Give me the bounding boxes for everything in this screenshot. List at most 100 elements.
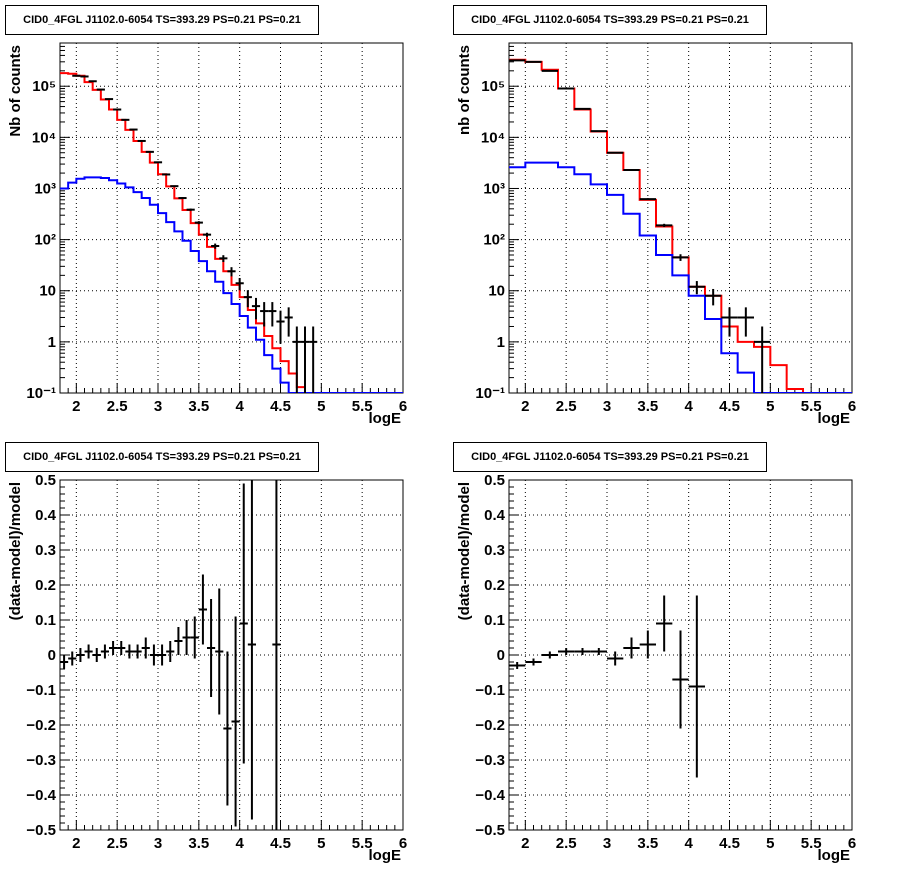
x-tick-label: 2.5 bbox=[107, 398, 128, 415]
data-point bbox=[558, 648, 575, 655]
data-point bbox=[737, 307, 754, 337]
data-point bbox=[260, 302, 269, 327]
x-tick-label: 5.5 bbox=[352, 835, 373, 852]
y-tick-label: 1 bbox=[497, 334, 505, 351]
data-point bbox=[243, 290, 252, 308]
x-tick-label: 2.5 bbox=[107, 835, 128, 852]
series-step-0 bbox=[60, 72, 403, 393]
y-axis-title: nb of counts bbox=[456, 45, 473, 135]
data-point bbox=[721, 307, 738, 337]
y-tick-label: 0.3 bbox=[484, 542, 505, 559]
y-tick-label: 1 bbox=[48, 334, 56, 351]
plot-frame bbox=[59, 42, 404, 394]
data-point bbox=[202, 232, 212, 237]
data-point bbox=[149, 644, 158, 666]
data-point bbox=[656, 223, 673, 228]
grid bbox=[509, 43, 852, 393]
data-point bbox=[170, 185, 179, 188]
y-tick-label: −0.2 bbox=[26, 717, 56, 734]
data-point bbox=[68, 651, 77, 666]
y-tick-label: −0.3 bbox=[475, 752, 505, 769]
data-point bbox=[211, 243, 220, 249]
y-tick-label: 0.5 bbox=[35, 472, 56, 489]
data-point bbox=[198, 574, 207, 645]
y-tick-label: 0.2 bbox=[484, 577, 505, 594]
data-point bbox=[656, 595, 673, 652]
x-axis-title: logE bbox=[369, 847, 402, 864]
y-tick-label: 10 bbox=[488, 283, 505, 300]
data-point bbox=[182, 620, 191, 655]
data-point bbox=[688, 281, 705, 295]
data-point bbox=[109, 641, 118, 655]
x-axis-title: logE bbox=[369, 410, 402, 427]
data-point bbox=[162, 173, 171, 176]
panel-title: CID0_4FGL J1102.0-6054 TS=393.29 PS=0.21… bbox=[5, 5, 319, 35]
y-tick-label: 0 bbox=[497, 647, 505, 664]
x-tick-label: 4 bbox=[684, 835, 693, 852]
x-axis-title: logE bbox=[818, 847, 851, 864]
data-point bbox=[186, 208, 195, 211]
data-point bbox=[276, 310, 285, 344]
y-tick-label: −0.2 bbox=[475, 717, 505, 734]
panel-title: CID0_4FGL J1102.0-6054 TS=393.29 PS=0.21… bbox=[5, 442, 319, 472]
y-tick-label: 0.5 bbox=[484, 472, 505, 489]
data-point bbox=[525, 658, 542, 666]
x-tick-label: 2 bbox=[521, 398, 529, 415]
series-step-1 bbox=[60, 176, 403, 393]
data-point bbox=[309, 326, 318, 393]
data-point bbox=[207, 599, 216, 697]
y-tick-label: 10⁴ bbox=[32, 129, 56, 146]
data-point bbox=[219, 255, 228, 263]
x-tick-label: 4 bbox=[235, 835, 244, 852]
y-axis-title: Nb of counts bbox=[7, 45, 24, 137]
data-point bbox=[190, 616, 199, 659]
data-point bbox=[623, 637, 640, 659]
data-point bbox=[284, 307, 293, 337]
data-point bbox=[133, 644, 142, 659]
x-tick-label: 5 bbox=[317, 398, 325, 415]
y-tick-label: 10² bbox=[483, 232, 505, 249]
x-tick-label: 4 bbox=[235, 398, 244, 415]
data-point bbox=[117, 641, 126, 655]
plot-frame bbox=[59, 479, 404, 831]
x-tick-label: 2 bbox=[72, 835, 80, 852]
y-tick-label: 10² bbox=[34, 232, 56, 249]
x-tick-label: 5.5 bbox=[801, 398, 822, 415]
chart-panel-3: 2 2.5 3 3.5 4 4.5 5 5.5 6 −0.5 −0.4 −0.3 −0.2 −0.1 0 0.… bbox=[456, 472, 856, 864]
data-point bbox=[300, 326, 310, 393]
x-tick-label: 4.5 bbox=[719, 835, 740, 852]
grid bbox=[60, 480, 403, 830]
grid bbox=[60, 43, 403, 393]
data-point bbox=[174, 627, 183, 655]
data-point bbox=[754, 326, 771, 393]
data-point bbox=[60, 655, 69, 669]
data-point bbox=[145, 150, 154, 153]
data-point bbox=[125, 644, 134, 659]
x-tick-label: 3 bbox=[603, 398, 611, 415]
data-point bbox=[141, 637, 150, 659]
y-tick-label: 10⁻¹ bbox=[475, 385, 505, 402]
y-tick-label: −0.1 bbox=[475, 682, 505, 699]
x-tick-label: 5 bbox=[766, 398, 774, 415]
x-tick-label: 4.5 bbox=[719, 398, 740, 415]
x-tick-label: 3 bbox=[154, 835, 162, 852]
data-point bbox=[509, 662, 526, 669]
data-point bbox=[235, 278, 244, 291]
y-tick-label: 10³ bbox=[483, 180, 505, 197]
x-tick-label: 2.5 bbox=[556, 398, 577, 415]
y-axis-title: (data-model)/model bbox=[7, 482, 24, 620]
data-point bbox=[76, 648, 85, 662]
data-point bbox=[541, 651, 558, 659]
y-tick-label: 10⁵ bbox=[32, 78, 56, 95]
y-tick-label: 10³ bbox=[34, 180, 56, 197]
data-point bbox=[268, 302, 277, 327]
chart-panel-2: 2 2.5 3 3.5 4 4.5 5 5.5 6 −0.5 −0.4 −0.3 −0.2 −0.1 0 0.… bbox=[7, 472, 407, 864]
y-tick-label: 10⁴ bbox=[481, 129, 505, 146]
x-tick-label: 5 bbox=[317, 835, 325, 852]
data-point bbox=[166, 641, 175, 662]
y-tick-label: −0.5 bbox=[475, 822, 505, 839]
data-point bbox=[590, 648, 607, 655]
y-tick-label: 0.3 bbox=[35, 542, 56, 559]
y-tick-label: 0.4 bbox=[35, 507, 57, 524]
